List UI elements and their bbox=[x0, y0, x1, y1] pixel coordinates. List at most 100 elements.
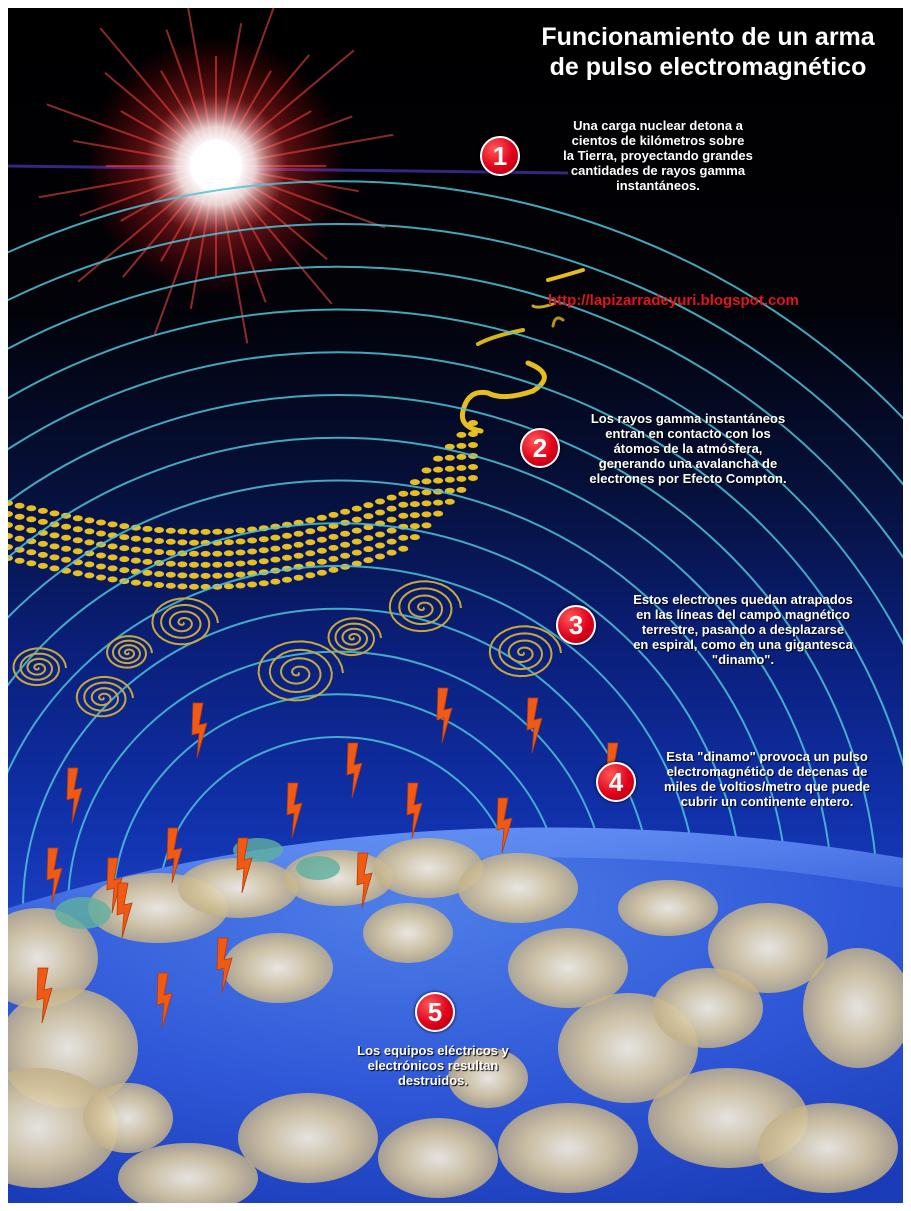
electron-spiral bbox=[257, 640, 344, 702]
title-line-1: Funcionamiento de un arma bbox=[541, 23, 875, 51]
electron-dot bbox=[270, 545, 281, 552]
cloud-patch bbox=[83, 1083, 173, 1153]
electron-dot bbox=[107, 576, 118, 583]
electron-dot bbox=[37, 562, 48, 569]
electron-spiral bbox=[151, 597, 219, 646]
cloud-patch bbox=[618, 880, 718, 936]
electron-dot bbox=[130, 579, 141, 586]
step-5-line: electrónicos resultan bbox=[367, 1058, 499, 1073]
cloud-patch bbox=[708, 903, 828, 993]
electron-dot bbox=[235, 582, 246, 589]
electron-dot bbox=[398, 545, 409, 552]
step-3-text: Estos electrones quedan atrapados en las… bbox=[598, 592, 888, 667]
step-1-line: la Tierra, proyectando grandes bbox=[563, 148, 753, 163]
electron-dot bbox=[409, 501, 420, 508]
field-line bbox=[8, 565, 699, 909]
electron-dot bbox=[235, 549, 246, 556]
lightning-bolt-icon bbox=[46, 847, 63, 904]
electron-dot bbox=[375, 509, 385, 516]
electron-dot bbox=[282, 576, 292, 583]
electron-dot bbox=[189, 561, 199, 568]
electron-dot bbox=[72, 548, 83, 555]
electron-dot bbox=[305, 550, 316, 557]
step-2-line: Los rayos gamma instantáneos bbox=[590, 411, 786, 426]
electron-dot bbox=[26, 549, 37, 556]
electron-dot bbox=[433, 510, 444, 517]
electron-dot bbox=[316, 514, 327, 521]
page-title: Funcionamiento de un arma de pulso elect… bbox=[513, 22, 903, 82]
electron-dot bbox=[84, 550, 95, 557]
electron-dot bbox=[26, 560, 37, 567]
step-4-line: Esta "dinamo" provoca un pulso bbox=[666, 749, 868, 764]
field-line bbox=[8, 394, 879, 909]
electron-dot bbox=[270, 578, 281, 585]
step-5-badge: 5 bbox=[415, 992, 455, 1032]
electron-dot bbox=[258, 547, 269, 554]
electron-dot bbox=[154, 582, 165, 588]
electron-dot bbox=[61, 545, 72, 552]
electron-dot bbox=[386, 494, 397, 501]
electron-dot bbox=[328, 544, 339, 551]
electron-dot bbox=[8, 522, 13, 528]
electron-dot bbox=[247, 537, 258, 544]
electron-dot bbox=[223, 550, 234, 557]
title-line-2: de pulso electromagnético bbox=[549, 53, 867, 81]
step-4-text: Esta "dinamo" provoca un pulso electroma… bbox=[636, 749, 898, 809]
electron-spiral bbox=[388, 580, 462, 633]
blog-url: http://lapizarradeyuri.blogspot.com bbox=[548, 292, 799, 309]
electron-dot bbox=[14, 502, 25, 509]
electron-dot bbox=[49, 543, 60, 550]
electron-dot bbox=[456, 442, 467, 449]
electron-dot bbox=[189, 539, 199, 546]
electron-dot bbox=[212, 528, 223, 535]
electron-dot bbox=[468, 475, 478, 481]
electron-dot bbox=[61, 534, 72, 541]
electron-dot bbox=[84, 528, 95, 535]
electron-dot bbox=[444, 476, 455, 483]
electron-dot bbox=[468, 431, 478, 437]
illustration bbox=[8, 8, 903, 1203]
electron-spiral bbox=[327, 617, 382, 657]
electron-dot bbox=[235, 527, 246, 534]
electron-dot bbox=[165, 549, 176, 556]
electron-dot bbox=[37, 518, 48, 525]
electron-dot bbox=[247, 548, 258, 555]
electron-dot bbox=[154, 571, 165, 577]
electron-dot bbox=[223, 539, 234, 546]
cloud-patch bbox=[653, 968, 763, 1048]
electron-dot bbox=[223, 583, 234, 590]
field-line bbox=[8, 479, 789, 909]
electron-dot bbox=[293, 552, 304, 559]
electron-spiral bbox=[105, 635, 153, 669]
step-1-line: cantidades de rayos gamma bbox=[570, 163, 746, 178]
cloud-patch bbox=[223, 933, 333, 1003]
magnetic-field-lines bbox=[8, 180, 903, 909]
electron-dot bbox=[49, 510, 60, 517]
electron-dot bbox=[305, 539, 316, 546]
electron-dot bbox=[107, 521, 118, 528]
electron-dot bbox=[270, 534, 281, 541]
electron-dot bbox=[351, 560, 362, 567]
electron-dot bbox=[293, 541, 304, 548]
electron-dot bbox=[154, 538, 165, 544]
electron-dot bbox=[433, 466, 444, 473]
electron-dot bbox=[351, 527, 362, 534]
electron-dot bbox=[421, 511, 432, 518]
electron-dot bbox=[340, 508, 351, 515]
lightning-bolt-icon bbox=[106, 857, 123, 914]
electron-dot bbox=[235, 538, 246, 545]
gamma-ray-wave bbox=[459, 268, 585, 434]
electron-dot bbox=[247, 559, 258, 566]
electron-dot bbox=[363, 557, 374, 564]
electron-dot bbox=[14, 535, 25, 542]
electron-dot bbox=[351, 505, 362, 512]
electron-dot bbox=[282, 532, 292, 539]
field-line bbox=[8, 308, 903, 646]
electron-dot bbox=[8, 544, 13, 550]
electron-dot bbox=[316, 536, 327, 543]
lightning-bolt-icon bbox=[216, 937, 233, 994]
electron-dot bbox=[200, 572, 211, 579]
electron-dot bbox=[142, 569, 153, 576]
electron-dot bbox=[433, 499, 444, 506]
electron-dot bbox=[72, 570, 83, 577]
